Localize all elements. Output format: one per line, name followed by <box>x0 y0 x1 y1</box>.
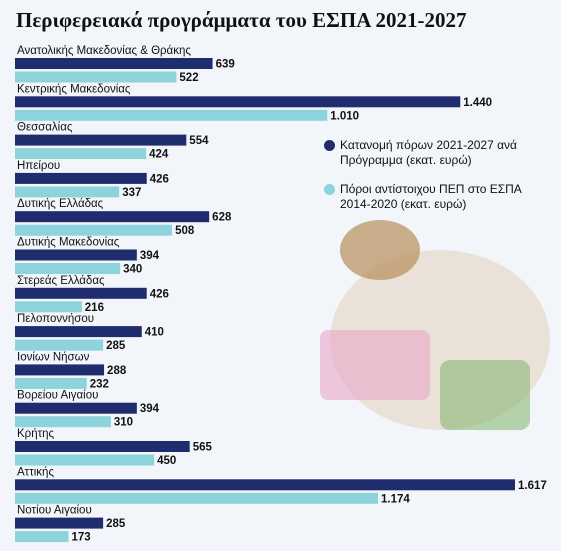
value-label: 1.174 <box>381 493 410 505</box>
legend-label: Πόροι αντίστοιχου ΠΕΠ στο ΕΣΠΑ 2014-2020… <box>340 182 522 211</box>
bar <box>15 249 137 261</box>
bar <box>15 109 328 121</box>
category-label: Δυτικής Ελλάδας <box>17 198 104 210</box>
value-label: 1.617 <box>518 480 547 492</box>
bar <box>15 479 515 491</box>
category-label: Κεντρικής Μακεδονίας <box>17 83 131 95</box>
bar <box>15 211 210 223</box>
legend-label: Κατανομή πόρων 2021-2027 ανά Πρόγραμμα (… <box>340 138 517 167</box>
bar <box>15 224 173 236</box>
bar <box>15 287 147 299</box>
bar <box>15 71 177 83</box>
legend-entry: Πόροι αντίστοιχου ΠΕΠ στο ΕΣΠΑ 2014-2020… <box>324 182 550 212</box>
value-label: 450 <box>157 455 176 467</box>
bar <box>15 326 142 338</box>
bar <box>15 301 82 313</box>
value-label: 340 <box>123 264 142 276</box>
legend-entry: Κατανομή πόρων 2021-2027 ανά Πρόγραμμα (… <box>324 138 550 168</box>
value-label: 426 <box>150 288 169 300</box>
bar <box>15 364 105 376</box>
value-label: 410 <box>145 327 164 339</box>
bar <box>15 531 69 543</box>
bar <box>15 263 121 274</box>
value-label: 285 <box>106 340 126 352</box>
bar <box>15 148 147 160</box>
value-label: 426 <box>150 173 169 185</box>
value-label: 522 <box>179 72 198 84</box>
bar <box>15 172 147 184</box>
value-label: 394 <box>140 250 160 262</box>
value-label: 310 <box>114 417 133 429</box>
category-label: Ηπείρου <box>17 160 60 172</box>
decoration <box>340 220 420 280</box>
value-label: 216 <box>85 302 104 314</box>
bar <box>15 454 155 466</box>
value-label: 232 <box>90 378 109 390</box>
value-label: 508 <box>175 225 195 237</box>
bar <box>15 186 120 198</box>
category-label: Πελοποννήσου <box>17 313 94 325</box>
value-label: 424 <box>149 149 169 161</box>
value-label: 1.010 <box>330 110 359 122</box>
legend-swatch <box>324 140 335 151</box>
bar <box>15 492 379 504</box>
bar <box>15 377 87 389</box>
bar <box>15 416 111 428</box>
bar <box>15 58 213 69</box>
category-label: Νοτίου Αιγαίου <box>17 505 92 517</box>
decoration <box>320 330 430 400</box>
category-label: Αττικής <box>17 466 54 478</box>
value-label: 639 <box>216 59 235 71</box>
category-label: Ανατολικής Μακεδονίας & Θράκης <box>17 45 191 57</box>
value-label: 628 <box>212 212 232 224</box>
category-label: Ιονίων Νήσων <box>17 351 90 363</box>
bar <box>15 96 461 108</box>
value-label: 337 <box>122 187 141 199</box>
category-label: Στερεάς Ελλάδας <box>17 275 105 287</box>
category-label: Δυτικής Μακεδονίας <box>17 237 120 249</box>
value-label: 554 <box>189 135 209 147</box>
bar <box>15 517 104 529</box>
bar <box>15 134 187 146</box>
bar <box>15 339 104 351</box>
category-label: Θεσσαλίας <box>17 122 73 134</box>
value-label: 285 <box>106 518 126 530</box>
value-label: 565 <box>193 442 213 454</box>
chart-title: Περιφερειακά προγράμματα του ΕΣΠΑ 2021-2… <box>16 8 467 32</box>
category-label: Βορείου Αιγαίου <box>17 390 98 402</box>
value-label: 173 <box>71 532 90 544</box>
value-label: 394 <box>140 403 160 415</box>
category-label: Κρήτης <box>17 428 55 440</box>
decoration <box>440 360 530 430</box>
legend-swatch <box>324 184 335 195</box>
bar <box>15 441 190 452</box>
value-label: 1.440 <box>463 97 492 109</box>
value-label: 288 <box>107 365 127 377</box>
bar <box>15 402 137 414</box>
